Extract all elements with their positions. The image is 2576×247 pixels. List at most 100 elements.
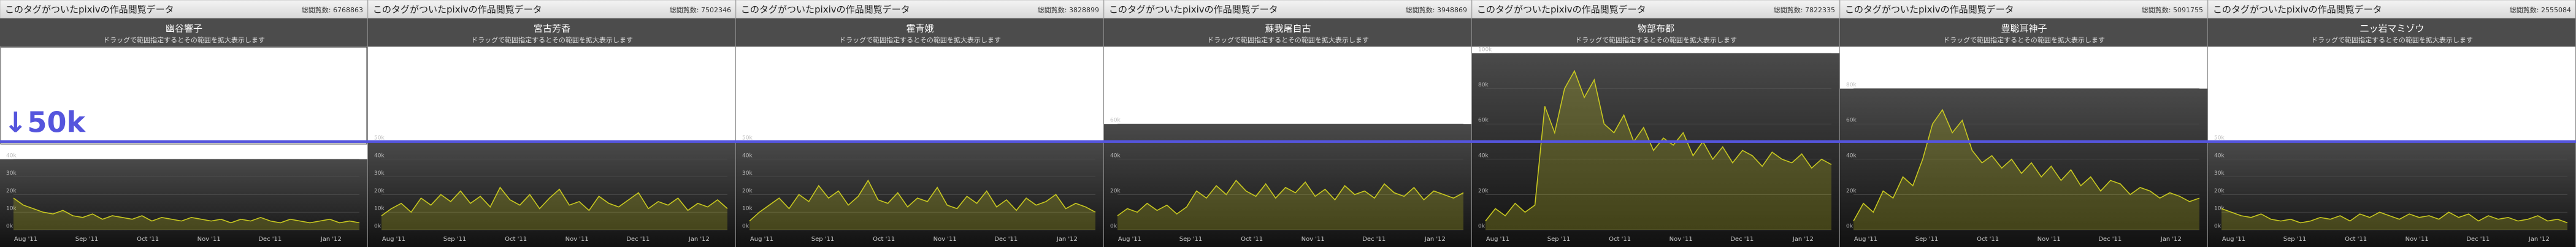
name-bar (1104, 18, 1472, 47)
y-tick-label: 0k (374, 224, 381, 230)
chart-subtitle: ドラッグで範囲指定するとその範囲を拡大表示します (1943, 36, 2105, 44)
line-area (2221, 208, 2567, 230)
plot-area (736, 142, 1104, 247)
y-tick-label: 10k (742, 206, 753, 212)
x-tick-label: Dec '11 (2098, 236, 2122, 243)
x-tick-label: Aug '11 (1118, 236, 1141, 243)
header-title: このタグがついたpixivの作品閲覧データ (1845, 4, 2014, 15)
x-tick-label: Nov '11 (933, 236, 957, 243)
total-views: 総閲覧数: 3948869 (1406, 6, 1467, 14)
chart-subtitle: ドラッグで範囲指定するとその範囲を拡大表示します (103, 36, 265, 44)
x-tick-label: Oct '11 (1241, 236, 1263, 243)
y-tick-label: 60k (1846, 118, 1857, 124)
y-tick-label: 0k (1478, 224, 1485, 230)
line-area (1853, 110, 2199, 230)
y-tick-label: 30k (742, 170, 753, 177)
chart-title: 二ッ岩マミゾウ (2359, 23, 2424, 34)
y-tick-label: 40k (2214, 153, 2225, 159)
line (13, 197, 360, 224)
chart-subtitle: ドラッグで範囲指定するとその範囲を拡大表示します (1575, 36, 1737, 44)
chart-subtitle: ドラッグで範囲指定するとその範囲を拡大表示します (2311, 36, 2473, 44)
panel: このタグがついたpixivの作品閲覧データ 総閲覧数: 3948869 蘇我屠自古ド… (1103, 0, 1473, 247)
line (1117, 180, 1464, 216)
y-tick-label: 0k (1110, 224, 1117, 230)
x-tick-label: Aug '11 (382, 236, 405, 243)
chart-subtitle: ドラッグで範囲指定するとその範囲を拡大表示します (471, 36, 633, 44)
chart-title: 霍青娥 (906, 23, 933, 34)
x-tick-label: Nov '11 (565, 236, 589, 243)
y-tick-label: 10k (6, 206, 17, 212)
x-tick-label: Dec '11 (994, 236, 1018, 243)
line-area (1485, 70, 1831, 230)
y-tick-label: 20k (742, 188, 753, 194)
panel: このタグがついたpixivの作品閲覧データ 総閲覧数: 5091755 豊聡耳神子ド… (1839, 0, 2209, 247)
x-tick-label: Nov '11 (1669, 236, 1693, 243)
y-tick-label: 80k (1478, 82, 1489, 88)
x-tick-label: Sep '11 (1915, 236, 1939, 243)
x-tick-label: Nov '11 (197, 236, 221, 243)
total-views: 総閲覧数: 5091755 (2142, 6, 2203, 14)
chart-subtitle: ドラッグで範囲指定するとその範囲を拡大表示します (1207, 36, 1369, 44)
y-tick-label: 40k (1110, 153, 1121, 159)
annotation-label: ↓50k (4, 106, 86, 139)
panel: このタグがついたpixivの作品閲覧データ 総閲覧数: 3828899 霍青娥ドラッ… (735, 0, 1105, 247)
chart-title: 幽谷響子 (166, 23, 202, 34)
header-bar (1471, 0, 1841, 19)
total-views: 総閲覧数: 3828899 (1038, 6, 1099, 14)
x-tick-label: Aug '11 (2222, 236, 2245, 243)
y-tick-label: 50k (742, 135, 753, 142)
chart-title: 蘇我屠自古 (1265, 23, 1311, 34)
x-tick-label: Jan '12 (320, 236, 342, 243)
plot-area (1472, 53, 1840, 247)
x-tick-label: Sep '11 (1547, 236, 1571, 243)
x-tick-label: Oct '11 (1977, 236, 1999, 243)
x-tick-label: Jan '12 (2528, 236, 2550, 243)
y-tick-label: 80k (1846, 82, 1857, 88)
y-tick-label: 30k (6, 170, 17, 177)
name-bar (368, 18, 736, 47)
name-bar (1840, 18, 2208, 47)
header-title: このタグがついたpixivの作品閲覧データ (373, 4, 542, 15)
y-tick-label: 40k (1478, 153, 1489, 159)
total-views: 総閲覧数: 6768863 (302, 6, 363, 14)
y-tick-label: 20k (1846, 188, 1857, 194)
name-bar (2208, 18, 2576, 47)
x-tick-label: Oct '11 (873, 236, 895, 243)
x-tick-label: Jan '12 (688, 236, 710, 243)
plot-area (1104, 124, 1472, 247)
y-tick-label: 50k (2214, 135, 2225, 142)
panel: このタグがついたpixivの作品閲覧データ 総閲覧数: 6768863 幽谷響子ドラ… (0, 0, 369, 247)
total-views: 総閲覧数: 7502346 (670, 6, 731, 14)
y-tick-label: 50k (374, 135, 385, 142)
x-tick-label: Dec '11 (258, 236, 282, 243)
line-area (381, 187, 727, 230)
y-tick-label: 30k (374, 170, 385, 177)
x-tick-label: Jan '12 (1424, 236, 1446, 243)
x-tick-label: Sep '11 (443, 236, 467, 243)
chart-title: 宮古芳香 (534, 23, 570, 34)
annotation-box (0, 47, 367, 145)
y-tick-label: 0k (1846, 224, 1853, 230)
x-tick-label: Oct '11 (505, 236, 527, 243)
y-tick-label: 40k (742, 153, 753, 159)
x-tick-label: Dec '11 (1362, 236, 1386, 243)
y-tick-label: 100k (1478, 47, 1492, 53)
x-tick-label: Aug '11 (1486, 236, 1509, 243)
plot-area (368, 142, 736, 247)
panel: このタグがついたpixivの作品閲覧データ 総閲覧数: 2555084 二ッ岩マミゾ… (2207, 0, 2576, 247)
y-tick-label: 0k (2214, 224, 2221, 230)
x-tick-label: Sep '11 (1179, 236, 1203, 243)
x-tick-label: Aug '11 (1854, 236, 1877, 243)
y-tick-label: 30k (2214, 170, 2225, 177)
panel: このタグがついたpixivの作品閲覧データ 総閲覧数: 7502346 宮古芳香ドラ… (367, 0, 737, 247)
header-bar (2207, 0, 2576, 19)
x-tick-label: Sep '11 (75, 236, 99, 243)
x-tick-label: Jan '12 (2160, 236, 2182, 243)
header-title: このタグがついたpixivの作品閲覧データ (5, 4, 174, 15)
chart-title: 豊聡耳神子 (2001, 23, 2047, 34)
x-tick-label: Nov '11 (1301, 236, 1325, 243)
y-tick-label: 0k (6, 224, 13, 230)
plot-area (0, 159, 368, 247)
name-bar (0, 18, 368, 47)
